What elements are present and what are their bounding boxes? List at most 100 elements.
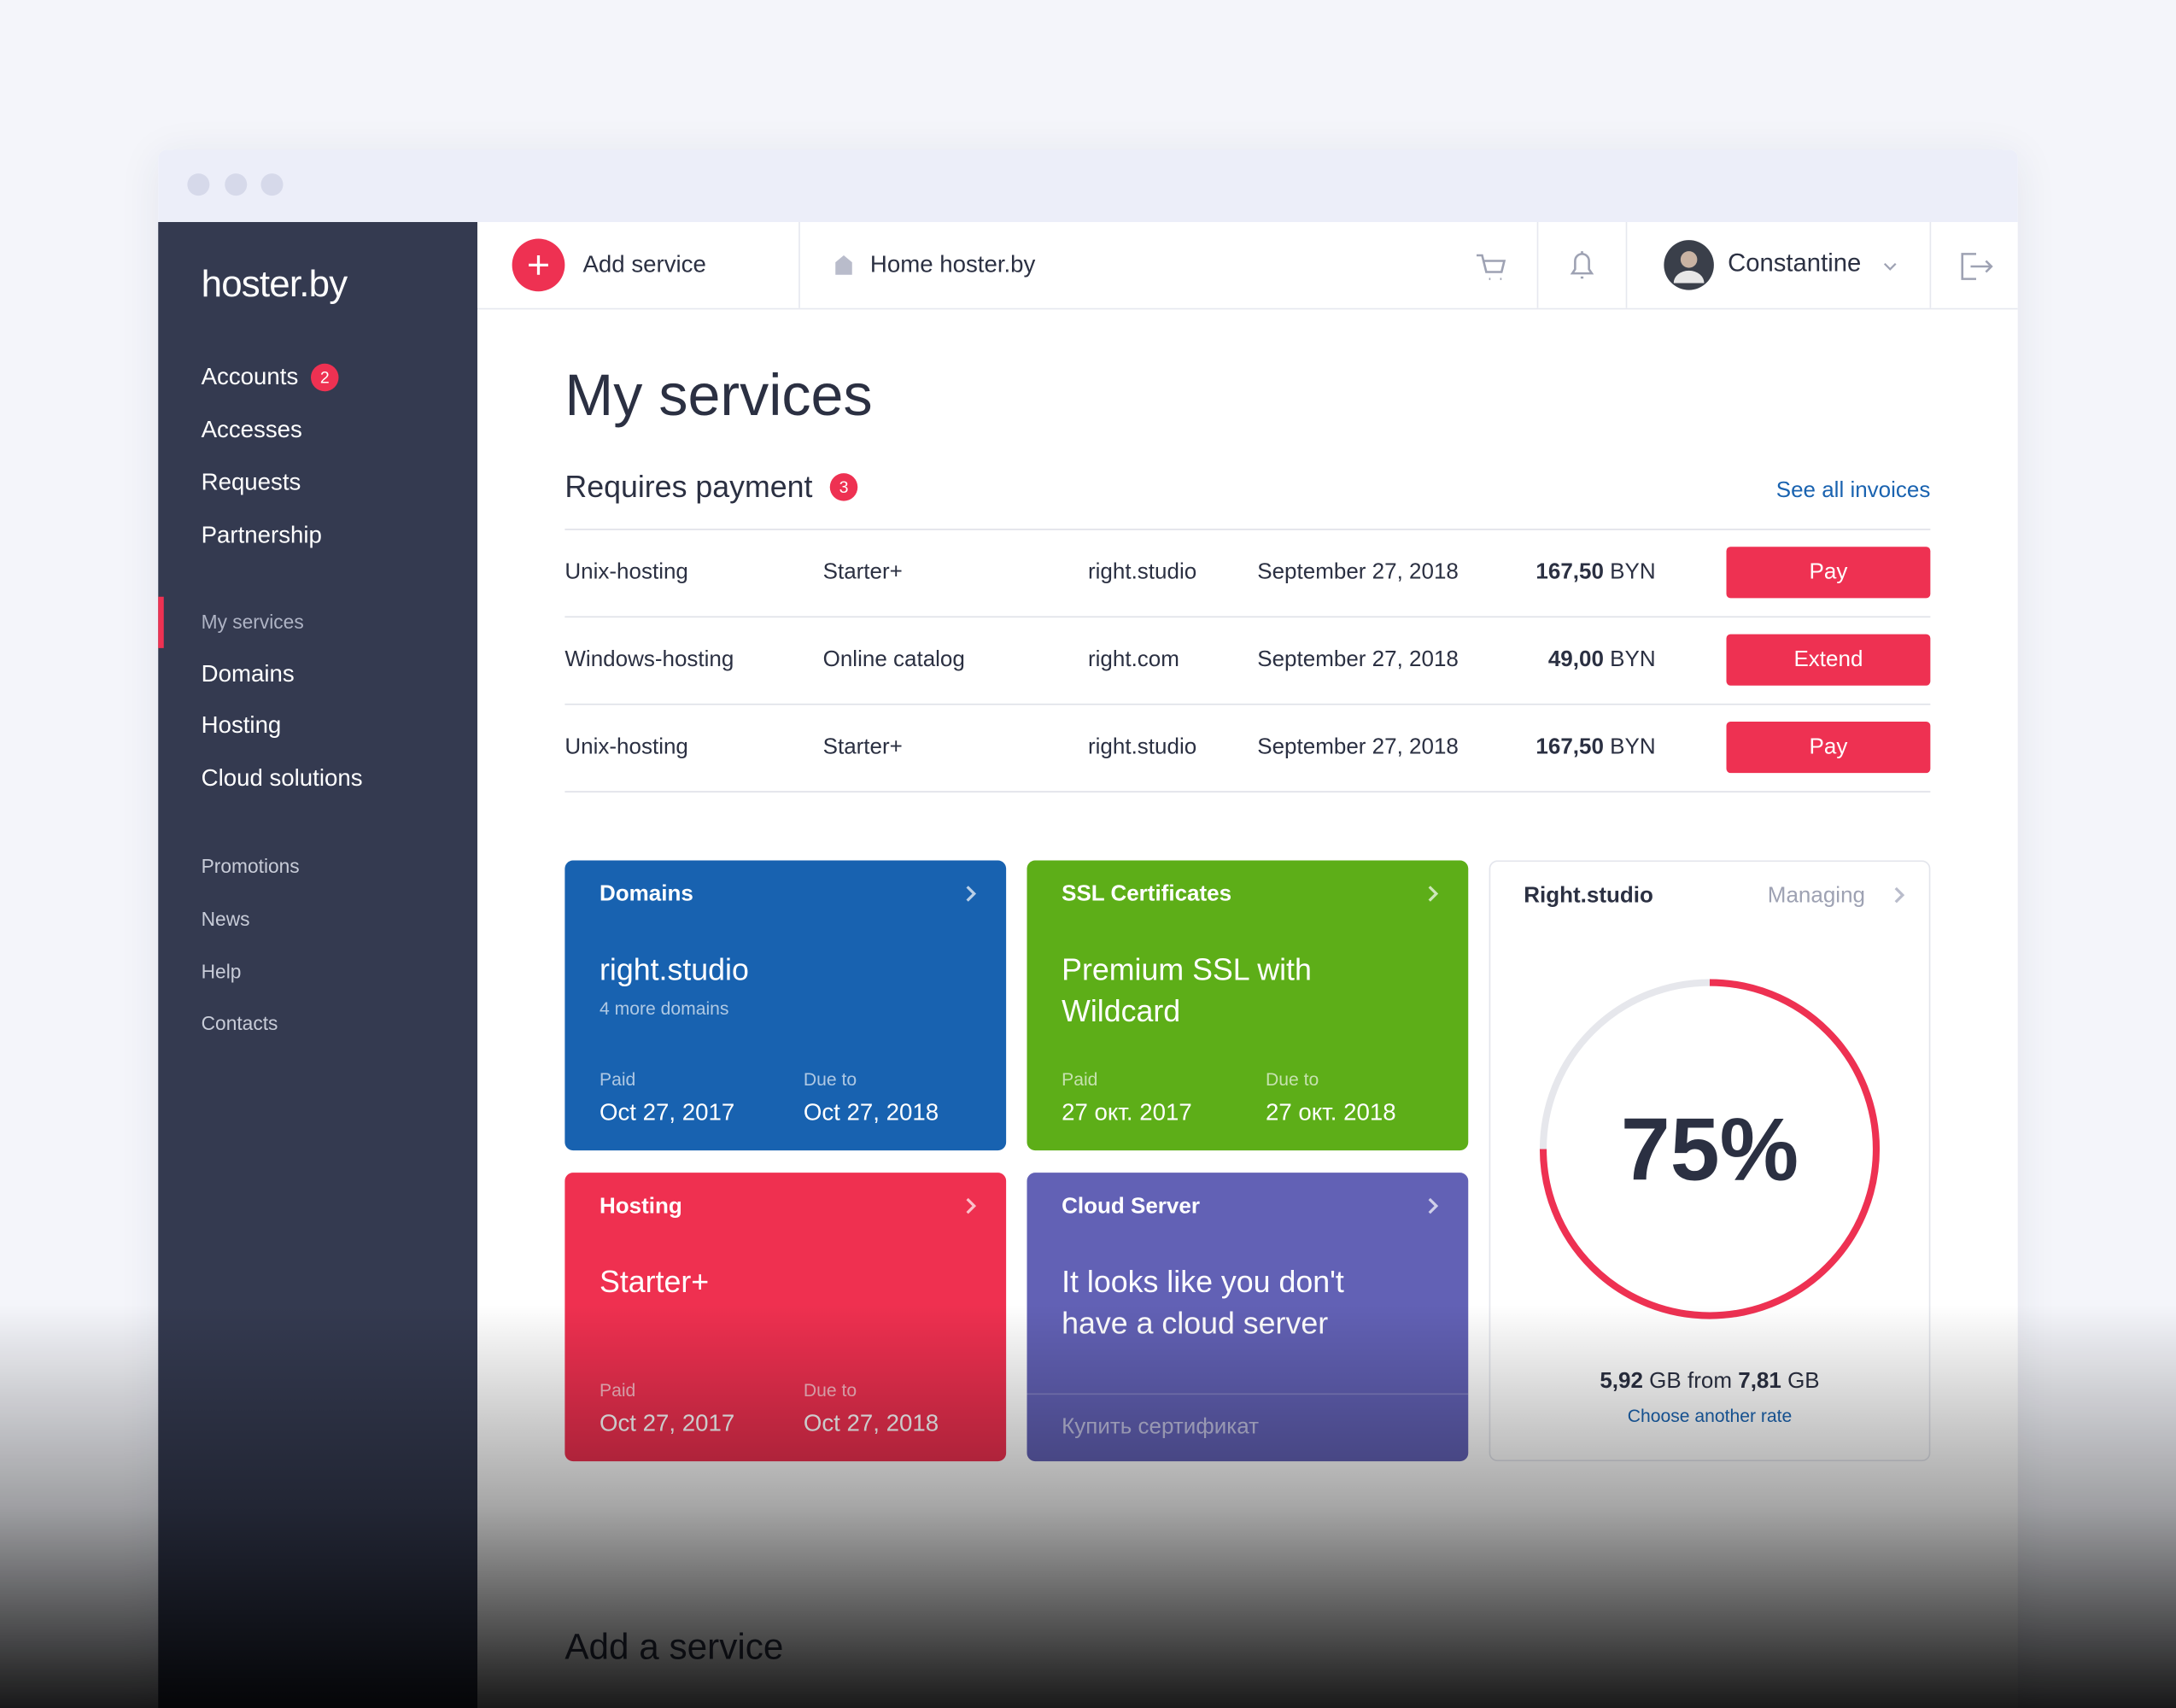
badge: 3	[829, 473, 858, 501]
nav-item[interactable]: News	[201, 907, 250, 930]
link[interactable]: Choose another rate	[1627, 1405, 1793, 1426]
nav-item[interactable]: Accounts	[201, 363, 299, 390]
nav-item[interactable]: Requests	[201, 469, 301, 496]
percent: 75%	[1620, 1099, 1799, 1199]
active-indicator	[158, 596, 164, 648]
cell: Starter+	[822, 560, 903, 585]
nav-item[interactable]: Accesses	[201, 416, 302, 443]
amount-value: 49,00	[1547, 647, 1604, 672]
chevron	[1428, 886, 1439, 902]
cloud-card[interactable]: Cloud Server It looks like you don't hav…	[1027, 1173, 1469, 1462]
hosting-card[interactable]: Hosting Starter+ Paid Oct 27, 2017 Due t…	[564, 1173, 1007, 1462]
chevron	[966, 1197, 977, 1214]
used: 5,92	[1600, 1369, 1643, 1394]
nav-item[interactable]: Promotions	[201, 855, 300, 877]
from: from	[1688, 1369, 1732, 1394]
amount: 167,50 BYN	[1535, 561, 1655, 586]
cell: Starter+	[822, 735, 903, 759]
window-dots	[187, 173, 284, 196]
home-link[interactable]: Home hoster.by	[869, 251, 1036, 278]
currency: BYN	[1610, 647, 1656, 672]
cell: right.studio	[1088, 560, 1197, 585]
card-sub: 4 more domains	[600, 997, 729, 1019]
divider	[564, 529, 1931, 530]
date: Oct 27, 2017	[600, 1410, 735, 1436]
amount-value: 167,50	[1535, 560, 1604, 585]
user-name[interactable]: Constantine	[1728, 249, 1862, 278]
total: 7,81	[1738, 1369, 1781, 1394]
label: Paid	[600, 1068, 636, 1090]
chevron	[966, 886, 977, 902]
currency: BYN	[1610, 560, 1656, 585]
label: Due to	[1266, 1068, 1319, 1090]
page-title: My services	[564, 362, 873, 428]
divider	[1027, 1393, 1469, 1395]
link[interactable]: See all invoices	[1775, 478, 1931, 503]
link[interactable]: Managing	[1767, 884, 1865, 908]
amount-value: 167,50	[1535, 735, 1604, 759]
nav-item[interactable]: Partnership	[201, 522, 322, 548]
chevron	[1428, 1197, 1439, 1214]
nav-item[interactable]: Contacts	[201, 1011, 278, 1034]
badge: 2	[311, 363, 339, 392]
card-main: right.studio	[600, 951, 749, 987]
card-title: Right.studio	[1524, 884, 1653, 908]
pay-button[interactable]: Extend	[1726, 634, 1931, 686]
cell: September 27, 2018	[1257, 735, 1459, 759]
currency: BYN	[1610, 735, 1656, 759]
divider	[564, 703, 1931, 705]
date: Oct 27, 2018	[803, 1410, 939, 1436]
bell-icon[interactable]	[1570, 251, 1594, 279]
card-main: Premium SSL with Wildcard	[1062, 951, 1312, 1029]
divider	[564, 616, 1931, 618]
cell: Unix-hosting	[564, 735, 688, 759]
section-title: Requires payment	[564, 469, 813, 504]
date: Oct 27, 2017	[600, 1099, 735, 1126]
nav-item[interactable]: Domains	[201, 660, 295, 687]
cart-icon[interactable]	[1477, 254, 1506, 280]
card-title: SSL Certificates	[1062, 882, 1232, 907]
amount: 49,00 BYN	[1548, 648, 1656, 673]
card-main: Starter+	[600, 1264, 710, 1299]
label: Due to	[803, 1068, 857, 1090]
cell: September 27, 2018	[1257, 647, 1459, 672]
card-title: Hosting	[600, 1195, 682, 1219]
nav-item[interactable]: Help	[201, 960, 242, 983]
cell: Unix-hosting	[564, 560, 688, 585]
label: Due to	[803, 1379, 857, 1401]
cell: Windows-hosting	[564, 647, 734, 672]
add-service[interactable]: Add service	[582, 251, 706, 278]
section-title: Add a service	[564, 1625, 784, 1668]
label: Paid	[600, 1379, 636, 1401]
unit: GB	[1787, 1369, 1820, 1394]
date: Oct 27, 2018	[803, 1099, 939, 1126]
logo[interactable]: hoster.by	[201, 262, 348, 305]
usage-text: 5,92 GB from 7,81 GB	[1490, 1370, 1929, 1395]
date: 27 окт. 2017	[1062, 1099, 1192, 1126]
topbar-icons	[512, 222, 1993, 308]
domains-card[interactable]: Domains right.studio 4 more domains Paid…	[564, 860, 1007, 1151]
cell: right.com	[1088, 647, 1179, 672]
amount: 167,50 BYN	[1535, 735, 1655, 760]
unit: GB	[1649, 1369, 1682, 1394]
topbar-border	[477, 307, 2018, 310]
cell: Online catalog	[822, 647, 965, 672]
card-title: Cloud Server	[1062, 1195, 1200, 1219]
nav-item[interactable]: Hosting	[201, 711, 282, 739]
logout-icon[interactable]	[1961, 253, 1993, 280]
card-title: Domains	[600, 882, 693, 907]
nav-item[interactable]: Cloud solutions	[201, 764, 363, 792]
divider	[564, 791, 1931, 793]
section-label[interactable]: My services	[201, 611, 304, 633]
pay-button[interactable]: Pay	[1726, 722, 1931, 774]
chevron	[1894, 886, 1905, 904]
date: 27 окт. 2018	[1266, 1099, 1396, 1126]
cell: right.studio	[1088, 735, 1197, 759]
card-action[interactable]: Купить сертификат	[1062, 1415, 1260, 1440]
title-bar	[158, 149, 2018, 222]
pay-button[interactable]: Pay	[1726, 547, 1931, 599]
label: Paid	[1062, 1068, 1098, 1090]
ssl-card[interactable]: SSL Certificates Premium SSL with Wildca…	[1027, 860, 1469, 1151]
